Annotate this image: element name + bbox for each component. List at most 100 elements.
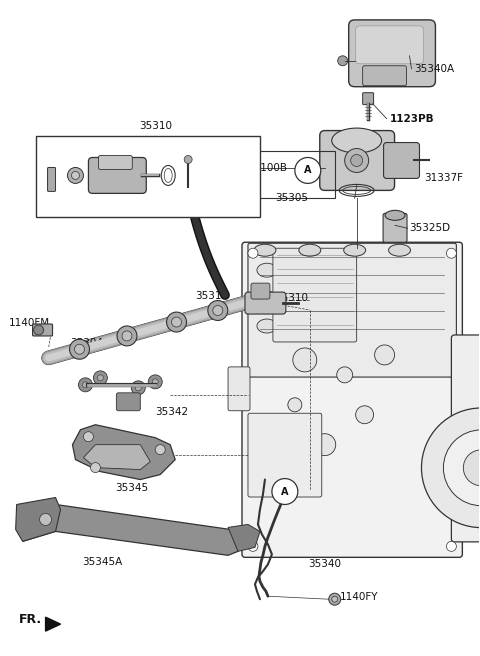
Text: A: A	[304, 165, 312, 175]
Text: 35345: 35345	[115, 483, 148, 493]
Circle shape	[132, 381, 145, 395]
Circle shape	[97, 375, 103, 381]
FancyBboxPatch shape	[228, 367, 250, 411]
Circle shape	[295, 157, 321, 184]
Ellipse shape	[257, 291, 277, 305]
FancyBboxPatch shape	[248, 413, 322, 497]
Text: 35312J: 35312J	[125, 178, 161, 188]
Circle shape	[84, 432, 94, 441]
Ellipse shape	[344, 244, 366, 256]
FancyBboxPatch shape	[88, 157, 146, 194]
FancyBboxPatch shape	[348, 20, 435, 87]
Text: 35312G: 35312G	[208, 178, 249, 188]
Text: 35340: 35340	[308, 560, 341, 569]
Text: 31337F: 31337F	[424, 173, 464, 184]
Text: 35310: 35310	[275, 293, 308, 303]
Text: 35305: 35305	[275, 194, 308, 203]
Circle shape	[70, 339, 89, 359]
Circle shape	[446, 248, 456, 258]
Circle shape	[135, 385, 141, 391]
Polygon shape	[46, 617, 60, 631]
Circle shape	[463, 450, 480, 485]
Circle shape	[83, 382, 88, 388]
Text: 35310: 35310	[139, 121, 172, 131]
FancyBboxPatch shape	[451, 335, 480, 542]
Circle shape	[117, 326, 137, 346]
Text: 35325D: 35325D	[409, 223, 451, 234]
Circle shape	[78, 378, 93, 392]
Circle shape	[155, 445, 165, 455]
FancyBboxPatch shape	[251, 283, 270, 299]
Circle shape	[248, 248, 258, 258]
Circle shape	[446, 541, 456, 551]
Circle shape	[208, 300, 228, 321]
FancyBboxPatch shape	[33, 324, 52, 336]
Ellipse shape	[257, 263, 277, 277]
Circle shape	[148, 375, 162, 389]
Circle shape	[329, 593, 341, 605]
FancyBboxPatch shape	[356, 26, 423, 64]
Bar	[245, 150, 335, 198]
Polygon shape	[228, 524, 260, 551]
Text: 35342: 35342	[155, 407, 188, 417]
Circle shape	[356, 406, 373, 424]
Circle shape	[184, 155, 192, 163]
Text: 1140FY: 1140FY	[340, 592, 378, 602]
Text: 1140FM: 1140FM	[9, 318, 50, 328]
Polygon shape	[84, 445, 150, 470]
Text: A: A	[281, 487, 288, 497]
Circle shape	[171, 317, 181, 327]
FancyBboxPatch shape	[248, 243, 456, 377]
Circle shape	[74, 344, 84, 354]
Text: 35304: 35304	[71, 338, 104, 348]
Circle shape	[68, 167, 84, 184]
Ellipse shape	[254, 244, 276, 256]
Text: 35309: 35309	[41, 188, 73, 198]
FancyBboxPatch shape	[320, 131, 395, 190]
Text: 35312A: 35312A	[71, 159, 111, 169]
Circle shape	[248, 541, 258, 551]
FancyBboxPatch shape	[245, 292, 286, 314]
Ellipse shape	[332, 128, 382, 153]
Circle shape	[213, 306, 223, 316]
Polygon shape	[23, 504, 240, 556]
Text: 33100B: 33100B	[247, 163, 287, 173]
FancyBboxPatch shape	[116, 393, 140, 411]
Ellipse shape	[299, 244, 321, 256]
Circle shape	[94, 371, 108, 385]
Circle shape	[444, 430, 480, 506]
Circle shape	[122, 331, 132, 341]
Circle shape	[293, 348, 317, 372]
Text: 35340A: 35340A	[415, 64, 455, 73]
Text: 35310: 35310	[195, 291, 228, 301]
Circle shape	[351, 155, 363, 167]
Ellipse shape	[389, 244, 410, 256]
Circle shape	[332, 596, 338, 602]
Circle shape	[288, 398, 302, 412]
FancyBboxPatch shape	[384, 142, 420, 178]
Text: 1123PB: 1123PB	[390, 113, 434, 123]
Bar	[36, 136, 260, 217]
Circle shape	[336, 367, 353, 383]
Text: FR.: FR.	[19, 613, 42, 626]
Circle shape	[167, 312, 187, 332]
Circle shape	[34, 325, 44, 335]
Circle shape	[272, 479, 298, 504]
FancyBboxPatch shape	[363, 66, 407, 86]
Ellipse shape	[385, 211, 405, 220]
FancyBboxPatch shape	[363, 92, 373, 105]
Circle shape	[72, 171, 80, 180]
FancyBboxPatch shape	[48, 167, 56, 192]
FancyBboxPatch shape	[383, 213, 407, 242]
Circle shape	[421, 408, 480, 527]
FancyBboxPatch shape	[98, 155, 132, 169]
Polygon shape	[72, 424, 175, 480]
Circle shape	[152, 379, 158, 385]
Circle shape	[39, 514, 51, 525]
Circle shape	[345, 148, 369, 173]
Circle shape	[90, 462, 100, 472]
Ellipse shape	[257, 319, 277, 333]
Circle shape	[374, 345, 395, 365]
Circle shape	[338, 56, 348, 66]
FancyBboxPatch shape	[273, 248, 357, 342]
